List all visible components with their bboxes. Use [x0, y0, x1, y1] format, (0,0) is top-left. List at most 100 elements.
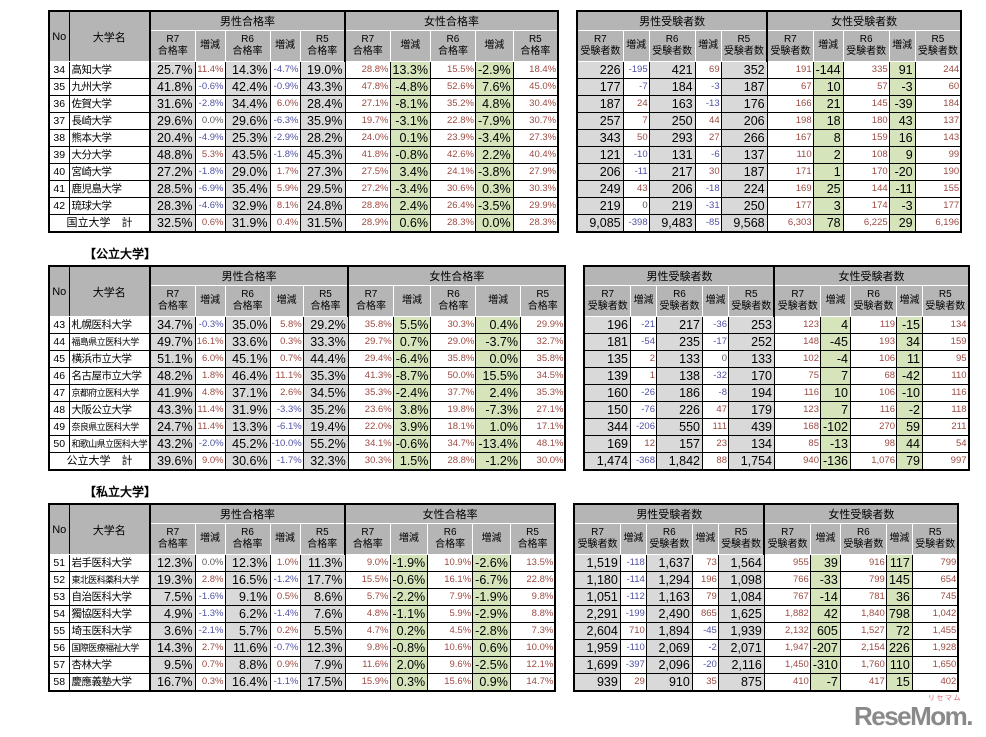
- total-row: 9,085 -398 9,483 -85 9,568 6,303 78 6,225 29 6,19…: [576, 214, 962, 233]
- column-header-r6: R6 合格率: [224, 523, 271, 555]
- column-header-university: 大学名: [68, 10, 151, 62]
- change-cell: 167: [766, 129, 814, 147]
- count-cell: 1: [812, 163, 844, 181]
- university-name: 奈良県立医科大学: [68, 418, 151, 436]
- rate-cell: 24.8%: [299, 197, 346, 215]
- change-cell: 57: [842, 78, 890, 96]
- change-cell: 148: [773, 333, 821, 351]
- change-cell: 0.4%: [269, 214, 301, 233]
- change-cell: 1,527: [839, 622, 887, 640]
- column-header-change: 増減: [812, 30, 844, 62]
- change-cell: 41.8%: [344, 146, 391, 164]
- change-cell: -199: [619, 605, 647, 623]
- row-no: 43: [48, 316, 70, 334]
- count-cell: 224: [720, 180, 768, 198]
- rate-cell: 27.3%: [299, 163, 346, 181]
- change-cell: 75: [773, 367, 821, 385]
- row-no: 44: [48, 333, 70, 351]
- change-cell: 0: [701, 350, 729, 368]
- row-no: 55: [48, 622, 70, 640]
- column-header-university: 大学名: [68, 503, 151, 555]
- table-row: 1,699 -397 2,096 -20 2,116 1,450 -310 1,760 110 1…: [573, 656, 959, 674]
- change-cell: 244: [914, 61, 962, 79]
- rate-cell: 45.3%: [299, 146, 346, 164]
- change-cell: 159: [922, 333, 970, 351]
- university-name: 札幌医科大学: [68, 316, 151, 334]
- rate-cell: 41.9%: [149, 384, 196, 402]
- column-header-change: 増減: [475, 285, 521, 317]
- row-no: 49: [48, 418, 70, 436]
- change-cell: 34.7%: [430, 435, 477, 453]
- change-cell: -1.4%: [269, 605, 301, 623]
- table-row: 160 -26 186 -8 194 116 10 106 -10 116: [583, 384, 970, 402]
- change-cell: 9.8%: [509, 588, 556, 606]
- count-cell: 163: [648, 95, 696, 113]
- count-cell: 1,519: [573, 554, 621, 572]
- rate-cell: -3.7%: [475, 333, 521, 351]
- change-cell: -1.2%: [269, 571, 301, 589]
- rate-cell: 14.3%: [149, 639, 196, 657]
- rate-cell: 3.4%: [389, 163, 431, 181]
- total-label: 国立大学 計: [48, 214, 151, 233]
- change-cell: 9.6%: [427, 656, 474, 674]
- count-cell: 139: [583, 367, 631, 385]
- count-cell: 550: [655, 418, 703, 436]
- university-name: 岩手医科大学: [68, 554, 151, 572]
- change-cell: 4.8%: [194, 384, 226, 402]
- count-cell: 179: [727, 401, 775, 419]
- rate-cell: 29.2%: [302, 316, 349, 334]
- count-cell: 1,098: [717, 571, 765, 589]
- rate-cell: 13.3%: [389, 61, 431, 79]
- table-row: 135 2 133 0 133 102 -4 106 11 95: [583, 350, 970, 368]
- count-cell: 875: [717, 673, 765, 692]
- count-cell: -33: [809, 571, 841, 589]
- change-cell: 198: [766, 112, 814, 130]
- rate-cell: 39.6%: [149, 452, 196, 471]
- rate-cell: 31.6%: [149, 95, 196, 113]
- change-cell: 1,882: [763, 605, 811, 623]
- change-cell: 50.0%: [430, 367, 477, 385]
- university-name: 和歌山県立医科大学: [68, 435, 151, 453]
- count-cell: 11: [896, 350, 924, 368]
- rate-cell: 48.2%: [149, 367, 196, 385]
- change-cell: 34.1%: [347, 435, 394, 453]
- change-cell: 177: [766, 197, 814, 215]
- rate-cell: 32.3%: [302, 452, 349, 471]
- rate-cell: 2.2%: [474, 146, 514, 164]
- rate-cell: 31.9%: [224, 401, 271, 419]
- change-cell: 2: [629, 350, 657, 368]
- rate-cell: 5.7%: [224, 622, 271, 640]
- rate-cell: -3.5%: [474, 197, 514, 215]
- table-row: 939 29 910 35 875 410 -7 417 15 402: [573, 673, 959, 692]
- rate-cell: 3.6%: [149, 622, 196, 640]
- change-cell: 27.9%: [512, 163, 559, 181]
- change-cell: 106: [850, 350, 898, 368]
- rate-cell: 3.8%: [392, 401, 432, 419]
- rate-cell: 1.0%: [475, 418, 521, 436]
- count-cell: 145: [885, 571, 913, 589]
- count-cell: 21: [812, 95, 844, 113]
- change-cell: 15.5%: [429, 61, 476, 79]
- count-cell: 78: [812, 214, 844, 233]
- table-row: 343 50 293 27 266 167 8 159 16 143: [576, 129, 962, 147]
- change-cell: -0.9%: [269, 78, 301, 96]
- section-public-universities: 【公立大学】 No 大学名 男性合格率 女性合格率 R7 合格率 増減 R6 合格率 増減 R5 合格…: [48, 245, 986, 471]
- change-cell: 54: [922, 435, 970, 453]
- table-row: 57 杏林大学 9.5% 0.7% 8.8% 0.9% 7.9% 11.6% 2.0% 9.6% -…: [48, 656, 556, 674]
- rate-cell: -2.9%: [474, 61, 514, 79]
- count-cell: 605: [809, 622, 841, 640]
- column-header-r5: R5 受験者数: [922, 285, 970, 317]
- rate-cell: 45.2%: [224, 435, 271, 453]
- change-cell: 940: [773, 452, 821, 471]
- change-cell: -114: [619, 571, 647, 589]
- change-cell: 30.7%: [512, 112, 559, 130]
- change-cell: 191: [766, 61, 814, 79]
- rate-cell: 35.0%: [224, 316, 271, 334]
- change-cell: -32: [701, 367, 729, 385]
- rate-cell: 9.1%: [224, 588, 271, 606]
- pass-rate-table-private: No 大学名 男性合格率 女性合格率 R7 合格率 増減 R6 合格率 増減 R5 合格率 R7 合格率増…: [48, 503, 557, 692]
- university-name: 九州大学: [68, 78, 151, 96]
- university-name: 宮崎大学: [68, 163, 151, 181]
- count-cell: 249: [576, 180, 624, 198]
- change-cell: 766: [763, 571, 811, 589]
